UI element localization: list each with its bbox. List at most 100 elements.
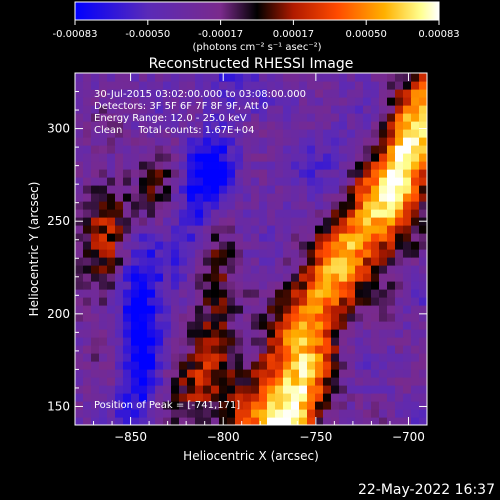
heatmap-cell [323, 345, 332, 354]
heatmap-cell [147, 129, 156, 138]
heatmap-cell [323, 129, 332, 138]
heatmap-cell [323, 361, 332, 370]
heatmap-cell [371, 169, 380, 178]
heatmap-cell [411, 393, 420, 402]
heatmap-cell [363, 241, 372, 250]
heatmap-cell [251, 105, 260, 114]
heatmap-cell [195, 169, 204, 178]
heatmap-cell [147, 137, 156, 146]
heatmap-cell [291, 289, 300, 298]
heatmap-cell [99, 137, 108, 146]
heatmap-cell [235, 313, 244, 322]
heatmap-cell [187, 401, 196, 410]
heatmap-cell [419, 185, 427, 194]
heatmap-cell [195, 73, 204, 82]
heatmap-cell [275, 353, 284, 362]
heatmap-cell [211, 393, 220, 402]
heatmap-cell [419, 233, 427, 242]
heatmap-cell [203, 417, 212, 425]
heatmap-cell [307, 249, 316, 258]
heatmap-cell [219, 121, 228, 130]
heatmap-cell [307, 105, 316, 114]
heatmap-cell [299, 73, 308, 82]
heatmap-cell [83, 177, 92, 186]
heatmap-cell [187, 161, 196, 170]
heatmap-cell [179, 201, 188, 210]
heatmap-cell [419, 265, 427, 274]
heatmap-cell [195, 361, 204, 370]
heatmap-cell [155, 401, 164, 410]
heatmap-cell [179, 297, 188, 306]
heatmap-cell [323, 177, 332, 186]
heatmap-cell [283, 313, 292, 322]
heatmap-cell [123, 201, 132, 210]
heatmap-cell [379, 145, 388, 154]
heatmap-cell [99, 97, 108, 106]
heatmap-cell [211, 129, 220, 138]
heatmap-cell [115, 257, 124, 266]
heatmap-cell [267, 249, 276, 258]
heatmap-cell [251, 153, 260, 162]
heatmap-cell [75, 233, 84, 242]
heatmap-cell [179, 153, 188, 162]
heatmap-cell [115, 105, 124, 114]
heatmap-cell [115, 273, 124, 282]
heatmap-cell [355, 313, 364, 322]
heatmap-cell [331, 73, 340, 82]
heatmap-cell [107, 393, 116, 402]
heatmap-cell [251, 209, 260, 218]
heatmap-cell [187, 321, 196, 330]
heatmap-cell [331, 353, 340, 362]
heatmap-cell [275, 281, 284, 290]
heatmap-cell [163, 217, 172, 226]
heatmap-cell [307, 369, 316, 378]
heatmap-cell [347, 177, 356, 186]
heatmap-cell [243, 225, 252, 234]
heatmap-cell [259, 233, 268, 242]
heatmap-cell [171, 73, 180, 82]
heatmap-cell [347, 137, 356, 146]
heatmap-cell [131, 337, 140, 346]
heatmap-cell [155, 337, 164, 346]
heatmap-cell [339, 385, 348, 394]
heatmap-cell [371, 281, 380, 290]
heatmap-cell [227, 273, 236, 282]
heatmap-cell [115, 289, 124, 298]
heatmap-cell [259, 369, 268, 378]
heatmap-cell [251, 377, 260, 386]
heatmap-cell [307, 289, 316, 298]
heatmap-cell [171, 233, 180, 242]
heatmap-cell [323, 417, 332, 425]
heatmap-cell [339, 233, 348, 242]
heatmap-cell [115, 393, 124, 402]
heatmap-cell [347, 297, 356, 306]
heatmap-cell [251, 385, 260, 394]
heatmap-cell [203, 185, 212, 194]
heatmap-cell [379, 177, 388, 186]
heatmap-cell [355, 393, 364, 402]
heatmap-cell [139, 409, 148, 418]
heatmap-cell [83, 121, 92, 130]
heatmap-cell [331, 193, 340, 202]
heatmap-cell [315, 113, 324, 122]
heatmap-cell [107, 97, 116, 106]
heatmap-cell [75, 305, 84, 314]
heatmap-cell [379, 265, 388, 274]
heatmap-cell [331, 145, 340, 154]
heatmap-cell [275, 185, 284, 194]
heatmap-cell [211, 201, 220, 210]
heatmap-cell [203, 233, 212, 242]
heatmap-cell [227, 225, 236, 234]
heatmap-cell [307, 329, 316, 338]
heatmap-cell [315, 273, 324, 282]
heatmap-cell [283, 121, 292, 130]
heatmap-cell [339, 201, 348, 210]
heatmap-cell [347, 305, 356, 314]
heatmap-cell [291, 169, 300, 178]
heatmap-cell [139, 353, 148, 362]
heatmap-cell [131, 249, 140, 258]
heatmap-cell [227, 121, 236, 130]
heatmap-cell [203, 105, 212, 114]
heatmap-cell [235, 209, 244, 218]
heatmap-cell [259, 201, 268, 210]
